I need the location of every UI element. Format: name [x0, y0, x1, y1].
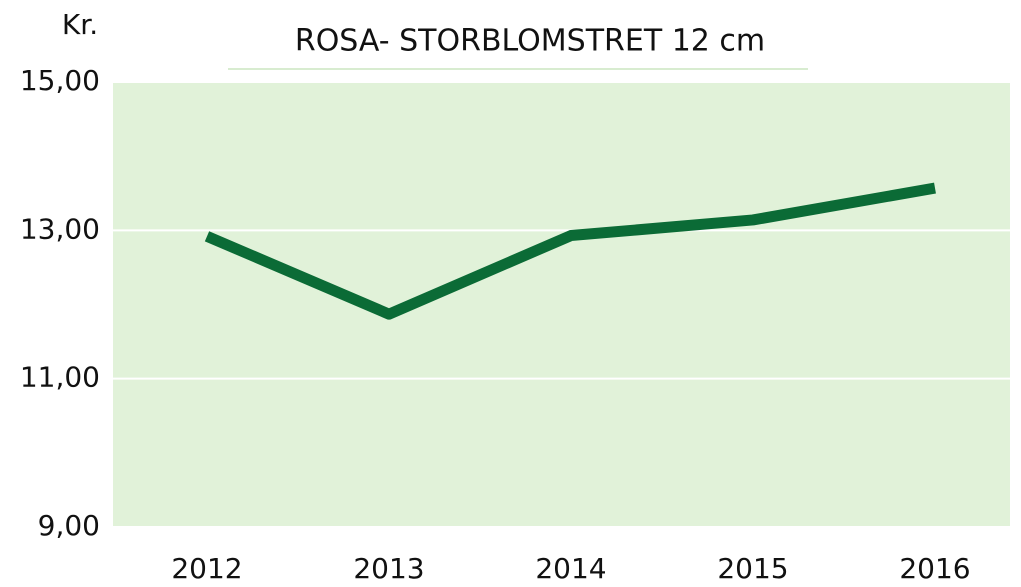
y-tick-label: 13,00	[20, 212, 100, 245]
plot-area	[113, 82, 1010, 527]
line-series	[204, 182, 936, 320]
y-axis-label: Kr.	[62, 8, 98, 41]
x-tick-label: 2015	[717, 552, 788, 585]
x-tick-label: 2012	[171, 552, 242, 585]
y-tick-label: 9,00	[38, 509, 100, 542]
y-tick-label: 15,00	[20, 64, 100, 97]
x-tick-label: 2014	[535, 552, 606, 585]
y-tick-label: 11,00	[20, 361, 100, 394]
chart-title: ROSA- STORBLOMSTRET 12 cm	[295, 24, 765, 59]
x-tick-label: 2013	[353, 552, 424, 585]
x-tick-label: 2016	[899, 552, 970, 585]
